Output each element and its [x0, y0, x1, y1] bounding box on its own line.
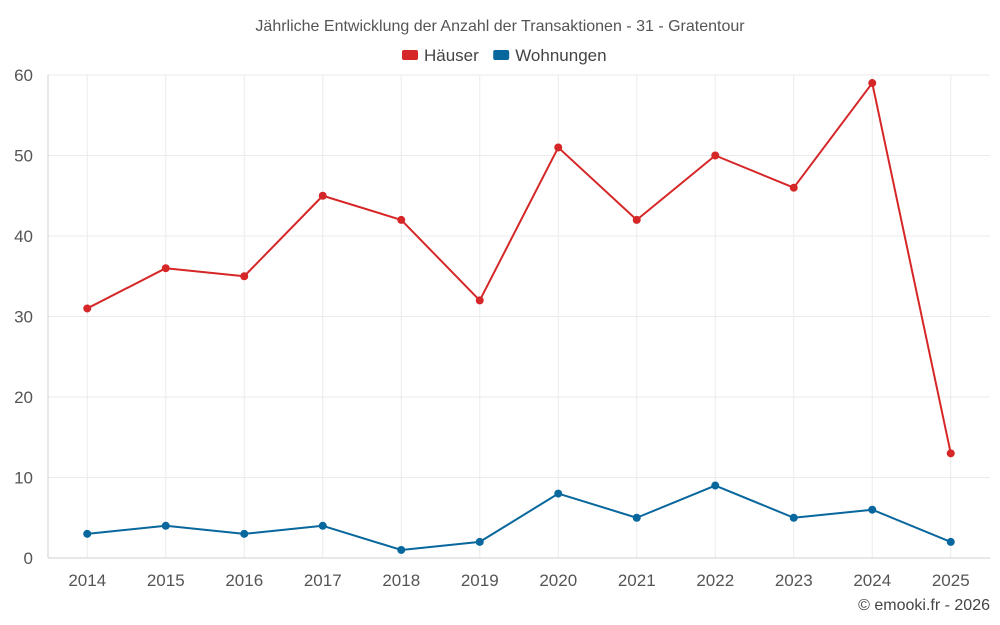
x-tick-label: 2015	[147, 571, 185, 590]
y-tick-label: 0	[24, 549, 33, 568]
data-point	[868, 505, 877, 514]
x-tick-label: 2018	[382, 571, 420, 590]
data-point	[240, 272, 249, 281]
series-wohnungen	[83, 481, 955, 554]
data-point	[946, 537, 955, 546]
x-tick-label: 2024	[853, 571, 891, 590]
y-tick-label: 50	[14, 147, 33, 166]
legend-item-häuser[interactable]: Häuser	[402, 46, 479, 65]
x-tick-label: 2017	[304, 571, 342, 590]
data-point	[318, 191, 327, 200]
legend-swatch	[493, 50, 510, 60]
x-tick-label: 2019	[461, 571, 499, 590]
legend-swatch	[402, 50, 418, 60]
data-point	[868, 79, 877, 88]
data-point	[632, 215, 641, 224]
series-line	[86, 82, 952, 454]
x-tick-label: 2021	[618, 571, 656, 590]
data-point	[789, 513, 798, 522]
y-tick-label: 30	[14, 308, 33, 327]
chart-title: Jährliche Entwicklung der Anzahl der Tra…	[255, 18, 745, 35]
data-point	[240, 529, 249, 538]
legend[interactable]: Häuser Wohnungen	[402, 46, 607, 65]
x-tick-label: 2020	[539, 571, 577, 590]
data-point	[475, 296, 484, 305]
legend-item-wohnungen[interactable]: Wohnungen	[493, 46, 607, 65]
y-tick-label: 20	[14, 388, 33, 407]
series-layer	[83, 79, 955, 554]
x-tick-label: 2022	[696, 571, 734, 590]
data-point	[711, 151, 720, 160]
data-point	[397, 215, 406, 224]
x-tick-label: 2016	[225, 571, 263, 590]
x-tick-label: 2023	[775, 571, 813, 590]
series-häuser	[83, 79, 955, 458]
credit-text: © emooki.fr - 2026	[858, 597, 990, 614]
series-line	[87, 484, 952, 551]
data-point	[554, 143, 563, 152]
data-point	[711, 481, 720, 490]
data-point	[397, 545, 406, 554]
data-point	[83, 304, 92, 313]
data-point	[318, 521, 327, 530]
y-tick-label: 40	[14, 227, 33, 246]
data-point	[475, 537, 484, 546]
axes: 0 10 20 30 40 50 60 2014 2015 2016 2017 2018 2019 202…	[14, 66, 990, 590]
legend-label: Häuser	[424, 46, 479, 65]
data-point	[946, 449, 955, 458]
grid	[48, 74, 990, 558]
y-tick-label: 60	[14, 66, 33, 85]
data-point	[83, 529, 92, 538]
y-tick-label: 10	[14, 469, 33, 488]
x-tick-label: 2025	[932, 571, 970, 590]
legend-label: Wohnungen	[515, 46, 606, 65]
x-tick-label: 2014	[68, 571, 106, 590]
data-point	[161, 264, 170, 273]
data-point	[789, 183, 798, 192]
data-point	[632, 513, 641, 522]
data-point	[554, 489, 563, 498]
data-point	[161, 521, 170, 530]
